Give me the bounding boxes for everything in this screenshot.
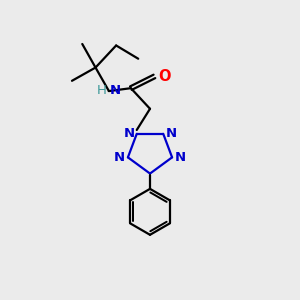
Text: N: N bbox=[175, 151, 186, 164]
Text: N: N bbox=[110, 84, 121, 97]
Text: H: H bbox=[97, 84, 107, 97]
Text: N: N bbox=[124, 127, 135, 140]
Text: N: N bbox=[114, 151, 125, 164]
Text: N: N bbox=[165, 127, 176, 140]
Text: O: O bbox=[158, 69, 170, 84]
